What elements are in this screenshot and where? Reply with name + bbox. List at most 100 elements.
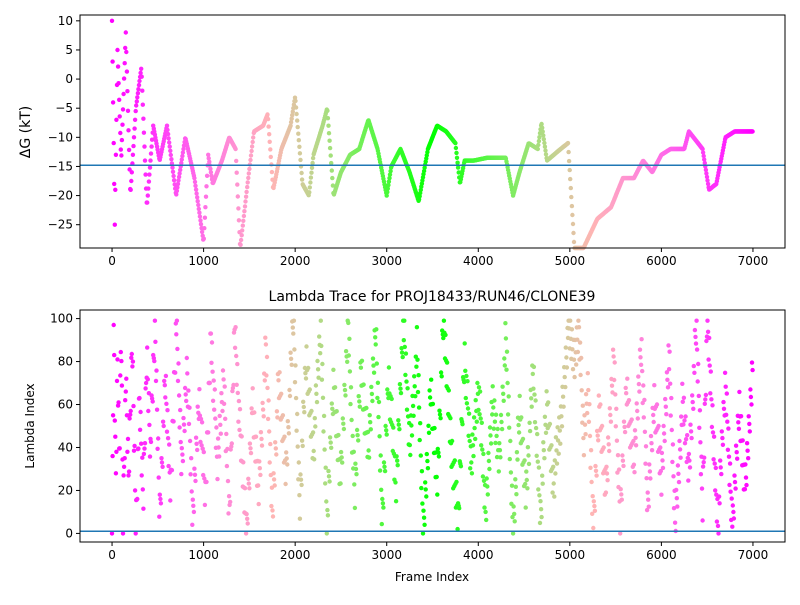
trace-point xyxy=(607,406,612,411)
trace-point xyxy=(669,427,674,433)
trace-point xyxy=(129,351,134,357)
trace-point xyxy=(726,426,731,431)
trace-point xyxy=(591,525,596,531)
trace-point xyxy=(555,438,561,443)
trace-point xyxy=(609,383,615,388)
trace-point xyxy=(141,130,147,135)
trace-point xyxy=(168,148,173,153)
trace-point xyxy=(727,482,732,488)
trace-point xyxy=(571,230,576,236)
trace-point xyxy=(438,370,444,375)
trace-point xyxy=(536,138,542,144)
trace-point xyxy=(542,414,548,419)
trace-point xyxy=(495,426,500,432)
x-tick-label: 2000 xyxy=(280,548,311,562)
trace-point xyxy=(549,443,554,448)
trace-point xyxy=(321,413,327,419)
trace-point xyxy=(704,171,709,176)
trace-point xyxy=(241,460,246,465)
trace-point xyxy=(352,505,358,511)
trace-point xyxy=(608,419,614,424)
trace-point xyxy=(552,458,557,463)
trace-point xyxy=(226,494,232,499)
trace-point xyxy=(525,445,531,450)
trace-point xyxy=(666,343,671,348)
trace-point xyxy=(654,402,660,407)
trace-point xyxy=(498,412,504,418)
y-tick-label: 0 xyxy=(65,72,73,86)
trace-point xyxy=(677,447,683,452)
trace-point xyxy=(119,383,125,388)
trace-point xyxy=(625,376,630,381)
trace-point xyxy=(126,128,131,133)
trace-point xyxy=(434,474,439,480)
trace-point xyxy=(619,497,624,502)
trace-point xyxy=(709,397,714,402)
trace-point xyxy=(239,434,244,439)
trace-point xyxy=(441,318,447,323)
trace-point xyxy=(130,364,135,369)
trace-point xyxy=(294,428,299,433)
x-tick-label: 0 xyxy=(108,548,116,562)
trace-point xyxy=(166,136,171,141)
trace-point xyxy=(111,322,116,328)
trace-point xyxy=(731,516,737,521)
trace-point xyxy=(497,441,502,446)
trace-point xyxy=(526,461,532,467)
trace-point xyxy=(696,361,701,367)
trace-point xyxy=(142,446,147,451)
trace-point xyxy=(714,519,720,524)
trace-point xyxy=(109,531,115,536)
trace-point xyxy=(729,496,734,501)
trace-point xyxy=(138,409,143,415)
trace-point xyxy=(612,377,617,383)
trace-point xyxy=(209,340,215,345)
trace-point xyxy=(124,49,129,55)
trace-point xyxy=(637,389,642,394)
trace-point xyxy=(193,435,199,440)
trace-point xyxy=(513,477,518,482)
trace-point xyxy=(149,144,154,149)
trace-point xyxy=(259,436,264,442)
trace-point xyxy=(148,439,154,445)
trace-point xyxy=(196,202,201,208)
trace-point xyxy=(243,194,249,199)
trace-point xyxy=(671,474,676,479)
trace-point xyxy=(656,423,661,429)
trace-point xyxy=(371,370,377,375)
trace-point xyxy=(178,439,183,445)
trace-point xyxy=(539,514,544,520)
trace-point xyxy=(536,465,542,470)
trace-point xyxy=(510,531,516,536)
trace-point xyxy=(543,148,548,153)
trace-point xyxy=(643,461,648,466)
trace-point xyxy=(543,152,549,157)
trace-point xyxy=(371,363,376,368)
trace-point xyxy=(493,440,498,446)
trace-point xyxy=(246,476,251,481)
trace-point xyxy=(588,448,594,453)
trace-point xyxy=(248,450,254,456)
trace-point xyxy=(641,415,646,420)
trace-point xyxy=(319,343,324,349)
trace-point xyxy=(292,347,297,352)
trace-point xyxy=(366,448,371,453)
trace-point xyxy=(132,488,138,493)
trace-point xyxy=(693,334,698,340)
trace-point xyxy=(468,466,473,471)
trace-point xyxy=(394,454,399,459)
trace-point xyxy=(514,450,520,455)
trace-point xyxy=(402,344,407,350)
trace-point xyxy=(288,123,293,128)
trace-point xyxy=(577,340,583,345)
trace-point xyxy=(409,433,415,438)
trace-point xyxy=(576,325,582,330)
trace-point xyxy=(418,421,423,426)
trace-point xyxy=(536,142,541,148)
trace-point xyxy=(544,389,549,394)
trace-point xyxy=(124,69,130,74)
trace-point xyxy=(244,511,249,517)
trace-point xyxy=(575,349,581,355)
trace-point xyxy=(724,391,729,396)
trace-point xyxy=(480,447,485,452)
